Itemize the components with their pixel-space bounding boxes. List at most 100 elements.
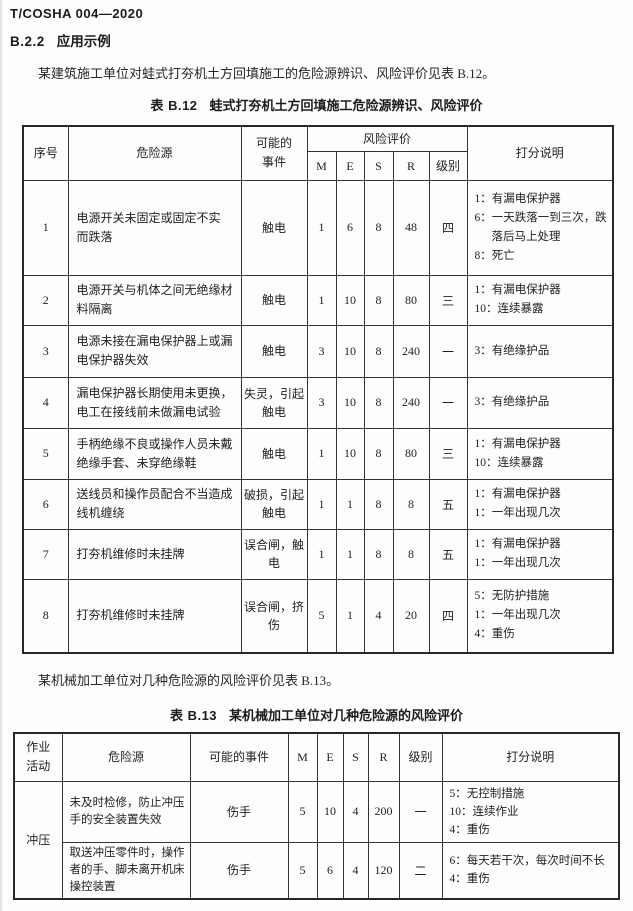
cell-level: 三 bbox=[428, 274, 468, 326]
cell-notes: 1：有漏电保护器 10：连续暴露 bbox=[466, 427, 614, 480]
cell-r: 80 bbox=[392, 274, 430, 326]
cell-r: 200 bbox=[367, 780, 400, 843]
cell-event: 伤手 bbox=[189, 841, 289, 899]
cell-hazard: 打夯机维修时未挂牌 bbox=[67, 578, 242, 654]
note-line: 6：一天跌落一到三次，跌 落后马上处理 bbox=[474, 211, 607, 243]
cell-e: 6 bbox=[335, 179, 365, 276]
cell-r: 20 bbox=[392, 578, 430, 654]
header-e: E bbox=[335, 150, 365, 181]
cell-hazard: 打夯机维修时未挂牌 bbox=[67, 528, 242, 580]
table-row: 4 漏电保护器长期使用未更换， 电工在接线前未做漏电试验 失灵，引起 触电 3 … bbox=[22, 376, 614, 429]
table-row: 8 打夯机维修时未挂牌 误合闸，挤 伤 5 1 4 20 四 5：无防护措施 1… bbox=[22, 578, 614, 654]
cell-s: 8 bbox=[363, 376, 394, 429]
header-hazard: 危险源 bbox=[61, 732, 191, 782]
note-line: 1：有漏电保护器 bbox=[474, 192, 561, 205]
cell-event: 触电 bbox=[240, 324, 308, 378]
cell-m: 1 bbox=[306, 478, 337, 530]
cell-e: 1 bbox=[335, 578, 365, 654]
cell-s: 8 bbox=[363, 179, 394, 276]
table-b13-caption-title: 某机械加工单位对几种危险源的风险评价 bbox=[229, 708, 464, 723]
table-b12-caption-title: 蛙式打夯机土方回填施工危险源辨识、风险评价 bbox=[209, 98, 483, 113]
cell-s: 4 bbox=[342, 841, 369, 899]
cell-event: 伤手 bbox=[189, 780, 289, 843]
cell-s: 8 bbox=[363, 274, 394, 326]
table-row: 3 电源未接在漏电保护器上或漏 电保护器失效 触电 3 10 8 240 一 3… bbox=[22, 324, 614, 378]
header-seq: 序号 bbox=[22, 125, 69, 181]
cell-level: 一 bbox=[398, 780, 443, 843]
cell-level: 一 bbox=[428, 376, 468, 429]
cell-hazard: 电源开关与机体之间无绝缘材 料隔离 bbox=[67, 274, 242, 326]
section-heading: B.2.2 应用示例 bbox=[10, 34, 633, 50]
cell-notes: 6：每天若干次，每次时间不长 4：重伤 bbox=[441, 841, 620, 899]
cell-level: 四 bbox=[428, 179, 468, 276]
note-line: 6：每天若干次，每次时间不长 bbox=[449, 855, 605, 867]
cell-event: 误合闸，挤 伤 bbox=[240, 578, 308, 654]
header-event: 可能的 事件 bbox=[240, 125, 308, 181]
note-line: 3：有绝缘护品 bbox=[474, 344, 550, 357]
note-line: 8：死亡 bbox=[474, 249, 515, 262]
cell-seq: 8 bbox=[22, 578, 69, 654]
table-row: 7 打夯机维修时未挂牌 误合闸，触 电 1 1 8 8 五 1：有漏电保护器 1… bbox=[22, 528, 614, 580]
cell-event: 触电 bbox=[240, 427, 308, 480]
cell-m: 5 bbox=[287, 780, 318, 843]
cell-seq: 6 bbox=[22, 478, 69, 530]
cell-seq: 5 bbox=[22, 427, 69, 480]
cell-m: 5 bbox=[287, 841, 318, 899]
cell-event: 破损，引起 触电 bbox=[240, 478, 308, 530]
cell-m: 1 bbox=[306, 179, 337, 276]
note-line: 10：连续暴露 bbox=[474, 303, 544, 315]
cell-activity: 冲压 bbox=[13, 780, 63, 899]
cell-e: 10 bbox=[316, 780, 344, 843]
note-line: 10：连续暴露 bbox=[474, 456, 544, 469]
note-line: 3：有绝缘护品 bbox=[474, 396, 550, 408]
cell-r: 240 bbox=[392, 376, 430, 429]
cell-r: 8 bbox=[392, 478, 430, 530]
table-row: 冲压 未及时检修，防止冲压 手的安全装置失效 伤手 5 10 4 200 一 5… bbox=[13, 780, 620, 899]
cell-m: 5 bbox=[306, 578, 337, 654]
cell-e: 1 bbox=[335, 478, 365, 530]
cell-level: 五 bbox=[428, 478, 468, 530]
cell-event: 失灵，引起 触电 bbox=[240, 376, 308, 429]
cell-r: 80 bbox=[392, 427, 430, 480]
cell-m: 1 bbox=[306, 427, 337, 480]
cell-r: 240 bbox=[392, 324, 430, 378]
paragraph-intro-b13: 某机械加工单位对几种危险源的风险评价见表 B.13。 bbox=[38, 673, 340, 688]
cell-seq: 4 bbox=[22, 376, 69, 429]
cell-hazard: 送线员和操作员配合不当造成 线机缠绕 bbox=[67, 478, 242, 530]
cell-seq: 7 bbox=[22, 528, 69, 580]
header-event: 可能的事件 bbox=[189, 732, 289, 782]
cell-notes: 1：有漏电保护器 10：连续暴露 bbox=[466, 274, 614, 326]
table-b12: 序号 危险源 可能的 事件 风险评价 打分说明 M E S R 级别 1 电源开… bbox=[22, 125, 615, 654]
cell-r: 8 bbox=[392, 528, 430, 580]
table-subheader-row: M E S R 级别 bbox=[23, 150, 613, 181]
cell-event: 触电 bbox=[240, 179, 308, 276]
header-notes: 打分说明 bbox=[466, 125, 614, 181]
cell-hazard: 电源开关未固定或固定不实 而跌落 bbox=[67, 179, 242, 276]
note-line: 5：无防护措施 bbox=[474, 590, 550, 603]
cell-notes: 5：无防护措施 1：一年出现几次 4：重伤 bbox=[466, 578, 614, 654]
note-line: 5：无控制措施 bbox=[449, 787, 525, 800]
cell-level: 三 bbox=[428, 427, 468, 480]
note-line: 1：有漏电保护器 bbox=[474, 538, 561, 550]
cell-level: 二 bbox=[398, 841, 443, 899]
header-r: R bbox=[392, 150, 430, 181]
header-hazard: 危险源 bbox=[67, 125, 242, 181]
cell-hazard: 漏电保护器长期使用未更换， 电工在接线前未做漏电试验 bbox=[67, 376, 242, 429]
header-m: M bbox=[306, 150, 337, 181]
cell-s: 8 bbox=[363, 427, 394, 480]
header-notes: 打分说明 bbox=[441, 732, 620, 782]
cell-m: 1 bbox=[306, 528, 337, 580]
paragraph-intro-b12: 某建筑施工单位对蛙式打夯机土方回填施工的危险源辨识、风险评价见表 B.12。 bbox=[38, 66, 496, 81]
cell-level: 四 bbox=[428, 578, 468, 654]
header-m: M bbox=[287, 732, 318, 782]
header-r: R bbox=[367, 732, 400, 782]
note-line: 1：有漏电保护器 bbox=[474, 437, 561, 450]
cell-notes: 3：有绝缘护品 bbox=[466, 324, 614, 378]
note-line: 4：重伤 bbox=[449, 873, 490, 885]
table-row: 6 送线员和操作员配合不当造成 线机缠绕 破损，引起 触电 1 1 8 8 五 … bbox=[22, 478, 614, 530]
cell-e: 1 bbox=[335, 528, 365, 580]
cell-hazard: 电源未接在漏电保护器上或漏 电保护器失效 bbox=[67, 324, 242, 378]
cell-e: 10 bbox=[335, 324, 365, 378]
note-line: 1：有漏电保护器 bbox=[474, 488, 561, 500]
header-e: E bbox=[316, 732, 344, 782]
